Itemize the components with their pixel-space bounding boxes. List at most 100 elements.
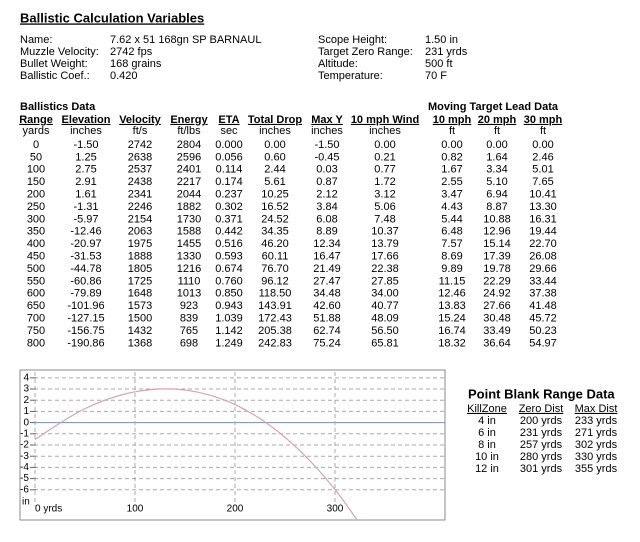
- table-cell: -60.86: [70, 275, 101, 287]
- table-cell: 0.516: [215, 238, 243, 250]
- trajectory-line: [34, 388, 358, 519]
- table-cell: 8.87: [486, 201, 507, 213]
- table-cell: 1.64: [486, 151, 507, 163]
- table-cell: 0.371: [215, 213, 243, 225]
- table-cell: 45.72: [529, 313, 557, 325]
- table-cell: 271 yrds: [575, 427, 618, 439]
- table-cell: 96.12: [261, 275, 289, 287]
- table-cell: 257 yrds: [520, 439, 563, 451]
- table-cell: 34.00: [371, 288, 399, 300]
- table-cell: 550: [27, 275, 45, 287]
- variable-label: Bullet Weight:: [20, 58, 88, 70]
- table-cell: 350: [27, 226, 45, 238]
- column-header: Max Y: [311, 114, 343, 126]
- y-tick-label: -6: [20, 484, 29, 495]
- table-cell: 2804: [177, 139, 201, 151]
- table-cell: 12.96: [483, 226, 511, 238]
- table-cell: -101.96: [67, 300, 104, 312]
- table-cell: 8 in: [478, 439, 496, 451]
- table-cell: -1.50: [314, 139, 339, 151]
- table-cell: 300: [27, 213, 45, 225]
- table-cell: -20.97: [70, 238, 101, 250]
- table-cell: 6.08: [316, 213, 337, 225]
- table-cell: 5.06: [374, 201, 395, 213]
- table-cell: 16.74: [438, 325, 466, 337]
- table-cell: 2596: [177, 151, 201, 163]
- table-cell: 2063: [128, 226, 152, 238]
- table-cell: 27.85: [371, 275, 399, 287]
- table-cell: 301 yrds: [520, 463, 563, 475]
- column-header: Max Dist: [575, 403, 618, 415]
- variable-label: Ballistic Coef.:: [20, 70, 90, 82]
- table-cell: 650: [27, 300, 45, 312]
- variable-value: 70 F: [425, 70, 447, 82]
- table-cell: -1.50: [73, 139, 98, 151]
- y-tick-label: 2: [23, 395, 29, 406]
- table-cell: 450: [27, 251, 45, 263]
- table-cell: 2742: [128, 139, 152, 151]
- table-cell: 2.12: [316, 189, 337, 201]
- table-cell: 172.43: [258, 313, 292, 325]
- table-cell: 5.61: [264, 176, 285, 188]
- table-cell: 839: [180, 313, 198, 325]
- table-cell: 2537: [128, 164, 152, 176]
- table-cell: 1368: [128, 337, 152, 349]
- y-tick-label: 4: [23, 372, 29, 383]
- table-cell: 330 yrds: [575, 451, 618, 463]
- y-tick-label: -1: [20, 428, 29, 439]
- table-cell: 17.66: [371, 251, 399, 263]
- table-cell: 22.38: [371, 263, 399, 275]
- table-cell: 0.114: [216, 164, 243, 176]
- table-cell: 11.15: [439, 275, 466, 287]
- column-header: Energy: [170, 114, 208, 126]
- table-cell: 2246: [128, 201, 152, 213]
- table-cell: 1805: [128, 263, 152, 275]
- table-cell: -1.31: [73, 201, 98, 213]
- table-cell: 9.89: [441, 263, 462, 275]
- column-unit: inches: [311, 125, 343, 137]
- table-cell: 2.46: [532, 151, 553, 163]
- table-cell: 200 yrds: [520, 415, 563, 427]
- table-cell: 1216: [177, 263, 201, 275]
- table-cell: 41.48: [529, 300, 557, 312]
- table-cell: 3.47: [441, 189, 462, 201]
- table-cell: 56.50: [371, 325, 399, 337]
- table-cell: 200: [27, 189, 45, 201]
- table-cell: 1730: [177, 213, 201, 225]
- column-unit: inches: [70, 125, 102, 137]
- table-cell: 0.77: [374, 164, 395, 176]
- table-cell: 0.237: [215, 189, 243, 201]
- table-cell: 5.01: [532, 164, 553, 176]
- table-cell: 0.174: [215, 176, 243, 188]
- table-cell: 16.47: [313, 251, 341, 263]
- table-cell: 6.48: [441, 226, 462, 238]
- y-axis-label: in: [22, 497, 30, 508]
- table-cell: -12.46: [70, 226, 101, 238]
- table-cell: 10.41: [529, 189, 557, 201]
- table-cell: 0.302: [215, 201, 243, 213]
- table-cell: 46.20: [261, 238, 289, 250]
- table-cell: 5.44: [441, 213, 462, 225]
- table-cell: 3.12: [374, 189, 395, 201]
- table-cell: 42.60: [313, 300, 341, 312]
- table-cell: 242.83: [258, 337, 292, 349]
- table-cell: 54.97: [529, 337, 557, 349]
- y-tick-label: -5: [20, 473, 29, 484]
- table-cell: 233 yrds: [575, 415, 618, 427]
- variable-label: Altitude:: [318, 58, 358, 70]
- column-unit: inches: [369, 125, 401, 137]
- table-cell: 7.48: [374, 213, 395, 225]
- table-cell: 0.000: [215, 139, 243, 151]
- table-cell: 1648: [128, 288, 152, 300]
- table-cell: 12.46: [438, 288, 466, 300]
- table-cell: 8.89: [316, 226, 337, 238]
- table-cell: 22.29: [483, 275, 511, 287]
- y-tick-label: -3: [20, 451, 29, 462]
- table-cell: 5.10: [486, 176, 507, 188]
- table-cell: 1432: [128, 325, 152, 337]
- table-cell: 34.35: [261, 226, 289, 238]
- table-cell: 280 yrds: [520, 451, 563, 463]
- table-cell: 0.00: [532, 139, 553, 151]
- table-cell: 302 yrds: [575, 439, 618, 451]
- table-cell: 250: [27, 201, 45, 213]
